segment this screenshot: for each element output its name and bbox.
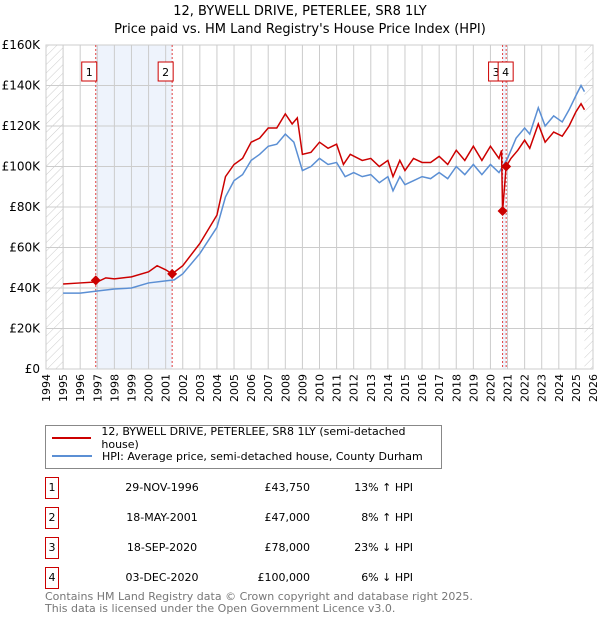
sale-number: 4 (45, 567, 59, 589)
y-tick-label: £80K (9, 200, 41, 214)
sale-hpi: 6% ↓ HPI (361, 571, 413, 584)
sale-number: 2 (45, 507, 59, 529)
sale-point (497, 206, 508, 217)
x-tick-label: 2026 (587, 374, 600, 402)
x-tick-label: 2001 (160, 374, 173, 402)
sale-label: 2 (162, 66, 169, 79)
x-tick-label: 2019 (467, 374, 480, 402)
sale-price: £43,750 (264, 481, 311, 494)
x-tick-label: 2008 (279, 374, 292, 402)
x-tick-label: 2000 (143, 374, 156, 402)
x-tick-label: 1998 (108, 374, 121, 402)
sale-hpi: 8% ↑ HPI (361, 511, 413, 524)
series-line (63, 102, 586, 285)
y-tick-label: £160K (2, 38, 42, 52)
x-tick-label: 2014 (382, 374, 395, 402)
sale-label: 1 (86, 66, 93, 79)
x-tick-label: 2015 (399, 374, 412, 402)
x-tick-label: 2021 (502, 374, 515, 402)
y-tick-label: £20K (9, 322, 41, 336)
x-tick-label: 2013 (365, 374, 378, 402)
sale-row: 1 29-NOV-1996 £43,750 13% ↑ HPI (45, 477, 445, 499)
x-tick-label: 2017 (433, 374, 446, 402)
sale-row: 3 18-SEP-2020 £78,000 23% ↓ HPI (45, 537, 445, 559)
sale-price: £100,000 (257, 571, 311, 584)
sale-label: 4 (502, 66, 509, 79)
footer-copyright: Contains HM Land Registry data © Crown c… (45, 590, 473, 603)
sale-row: 4 03-DEC-2020 £100,000 6% ↓ HPI (45, 567, 445, 589)
x-tick-label: 2020 (484, 374, 497, 402)
x-tick-label: 2016 (416, 374, 429, 402)
x-tick-label: 1994 (40, 374, 53, 402)
sale-label-box (81, 61, 98, 82)
sale-date: 03-DEC-2020 (125, 571, 199, 584)
footer-licence: This data is licensed under the Open Gov… (45, 602, 396, 615)
x-tick-label: 1999 (125, 374, 138, 402)
sale-label-box (157, 61, 174, 82)
x-tick-label: 2005 (228, 374, 241, 402)
legend: 12, BYWELL DRIVE, PETERLEE, SR8 1LY (sem… (45, 425, 442, 469)
x-tick-label: 2009 (296, 374, 309, 402)
x-tick-label: 2002 (177, 374, 190, 402)
x-tick-label: 2024 (553, 374, 566, 402)
sale-label-box (497, 61, 514, 82)
price-chart: 1994 1995 1996 1997 1998 1999 2000 2001 2002 2003… (2, 38, 600, 402)
sale-hpi: 13% ↑ HPI (354, 481, 413, 494)
x-tick-label: 1995 (57, 374, 70, 402)
x-tick-label: 1996 (74, 374, 87, 402)
sale-price: £47,000 (264, 511, 311, 524)
y-tick-label: £120K (2, 119, 42, 133)
x-tick-label: 2011 (331, 374, 344, 402)
y-tick-label: £40K (9, 281, 41, 295)
x-tick-label: 2006 (245, 374, 258, 402)
sale-number: 1 (45, 477, 59, 499)
legend-item-hpi: HPI: Average price, semi-detached house,… (52, 448, 423, 464)
y-tick-label: £0 (25, 362, 40, 376)
sale-date: 18-SEP-2020 (126, 541, 198, 554)
sale-number: 3 (45, 537, 59, 559)
legend-label: HPI: Average price, semi-detached house,… (102, 449, 423, 463)
x-tick-label: 2012 (348, 374, 361, 402)
plot-border (45, 44, 594, 370)
sale-date: 18-MAY-2001 (126, 511, 198, 524)
series-line (63, 83, 586, 294)
x-tick-label: 2018 (450, 374, 463, 402)
y-tick-label: £100K (2, 160, 42, 174)
sale-row: 2 18-MAY-2001 £47,000 8% ↑ HPI (45, 507, 445, 529)
legend-item-property: 12, BYWELL DRIVE, PETERLEE, SR8 1LY (sem… (52, 425, 441, 451)
sale-date: 29-NOV-1996 (125, 481, 199, 494)
x-tick-label: 2025 (570, 374, 583, 402)
legend-swatch-red (52, 437, 92, 439)
x-tick-label: 2010 (314, 374, 327, 402)
y-tick-label: £60K (9, 241, 41, 255)
y-tick-label: £140K (2, 79, 42, 93)
x-tick-label: 2023 (536, 374, 549, 402)
chart-title: 12, BYWELL DRIVE, PETERLEE, SR8 1LY (173, 4, 427, 19)
x-tick-label: 2007 (262, 374, 275, 402)
sale-point (90, 275, 101, 286)
x-tick-label: 1997 (91, 374, 104, 402)
sale-label: 3 (493, 66, 500, 79)
x-tick-label: 2022 (519, 374, 532, 402)
sale-hpi: 23% ↓ HPI (354, 541, 413, 554)
legend-label: 12, BYWELL DRIVE, PETERLEE, SR8 1LY (sem… (101, 425, 406, 451)
chart-subtitle: Price paid vs. HM Land Registry's House … (114, 22, 486, 37)
x-tick-label: 2003 (194, 374, 207, 402)
legend-swatch-blue (52, 455, 92, 457)
sale-price: £78,000 (264, 541, 311, 554)
sale-point (167, 268, 178, 279)
sale-point (501, 161, 512, 172)
x-tick-label: 2004 (211, 374, 224, 402)
